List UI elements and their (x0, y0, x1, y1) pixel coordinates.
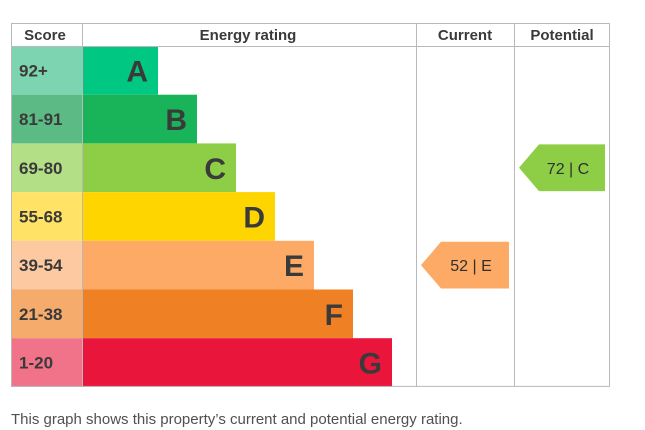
energy-rating-chart: 92+ A81-91 B69-80 C55-68 D39-54 E21-38 F1-20 G … (11, 23, 610, 387)
score-cell-b (11, 94, 82, 144)
header-row: Score Energy rating Current Potential (24, 27, 594, 44)
score-cell-e (11, 240, 82, 290)
rating-letter-c: C (204, 153, 226, 186)
score-cell-g (11, 338, 82, 387)
score-label-f: 21-38 (19, 305, 62, 324)
bands-layer: 92+ A 81-91 B 69-80 C 55-68 D 39-54 E 21-38 F 1-20 G (11, 46, 392, 387)
score-cell-f (11, 289, 82, 339)
score-label-b: 81-91 (19, 110, 62, 129)
score-label-g: 1-20 (19, 354, 53, 373)
pointer-layer: 52 | E 72 | C (421, 144, 605, 289)
score-cell-a (11, 46, 82, 95)
score-label-e: 39-54 (19, 256, 63, 275)
rating-bar-a (82, 46, 158, 95)
score-cell-d (11, 192, 82, 241)
current-rating-arrow (421, 241, 509, 289)
score-label-c: 69-80 (19, 159, 62, 178)
rating-letter-g: G (359, 348, 382, 381)
rating-bar-g (82, 338, 392, 387)
score-label-a: 92+ (19, 61, 48, 80)
potential-rating-arrow (519, 144, 605, 192)
header-current: Current (438, 27, 492, 44)
rating-letter-a: A (126, 55, 148, 88)
chart-caption: This graph shows this property’s current… (11, 411, 463, 428)
rating-letter-f: F (325, 299, 343, 332)
chart-border (11, 23, 610, 387)
current-rating-label: 52 | E (450, 258, 492, 275)
rating-bar-b (82, 94, 197, 144)
rating-bar-c (82, 143, 236, 193)
score-label-d: 55-68 (19, 207, 62, 226)
rating-bar-d (82, 192, 275, 241)
rating-bar-e (82, 240, 314, 290)
rating-letter-e: E (284, 250, 304, 283)
header-score: Score (24, 27, 66, 44)
potential-rating-label: 72 | C (547, 161, 589, 178)
score-cell-c (11, 143, 82, 193)
rating-letter-b: B (165, 104, 187, 137)
rating-letter-d: D (243, 201, 265, 234)
rating-bar-f (82, 289, 353, 339)
grid-layer (11, 23, 610, 387)
header-energy-rating: Energy rating (200, 27, 297, 44)
header-potential: Potential (530, 27, 593, 44)
